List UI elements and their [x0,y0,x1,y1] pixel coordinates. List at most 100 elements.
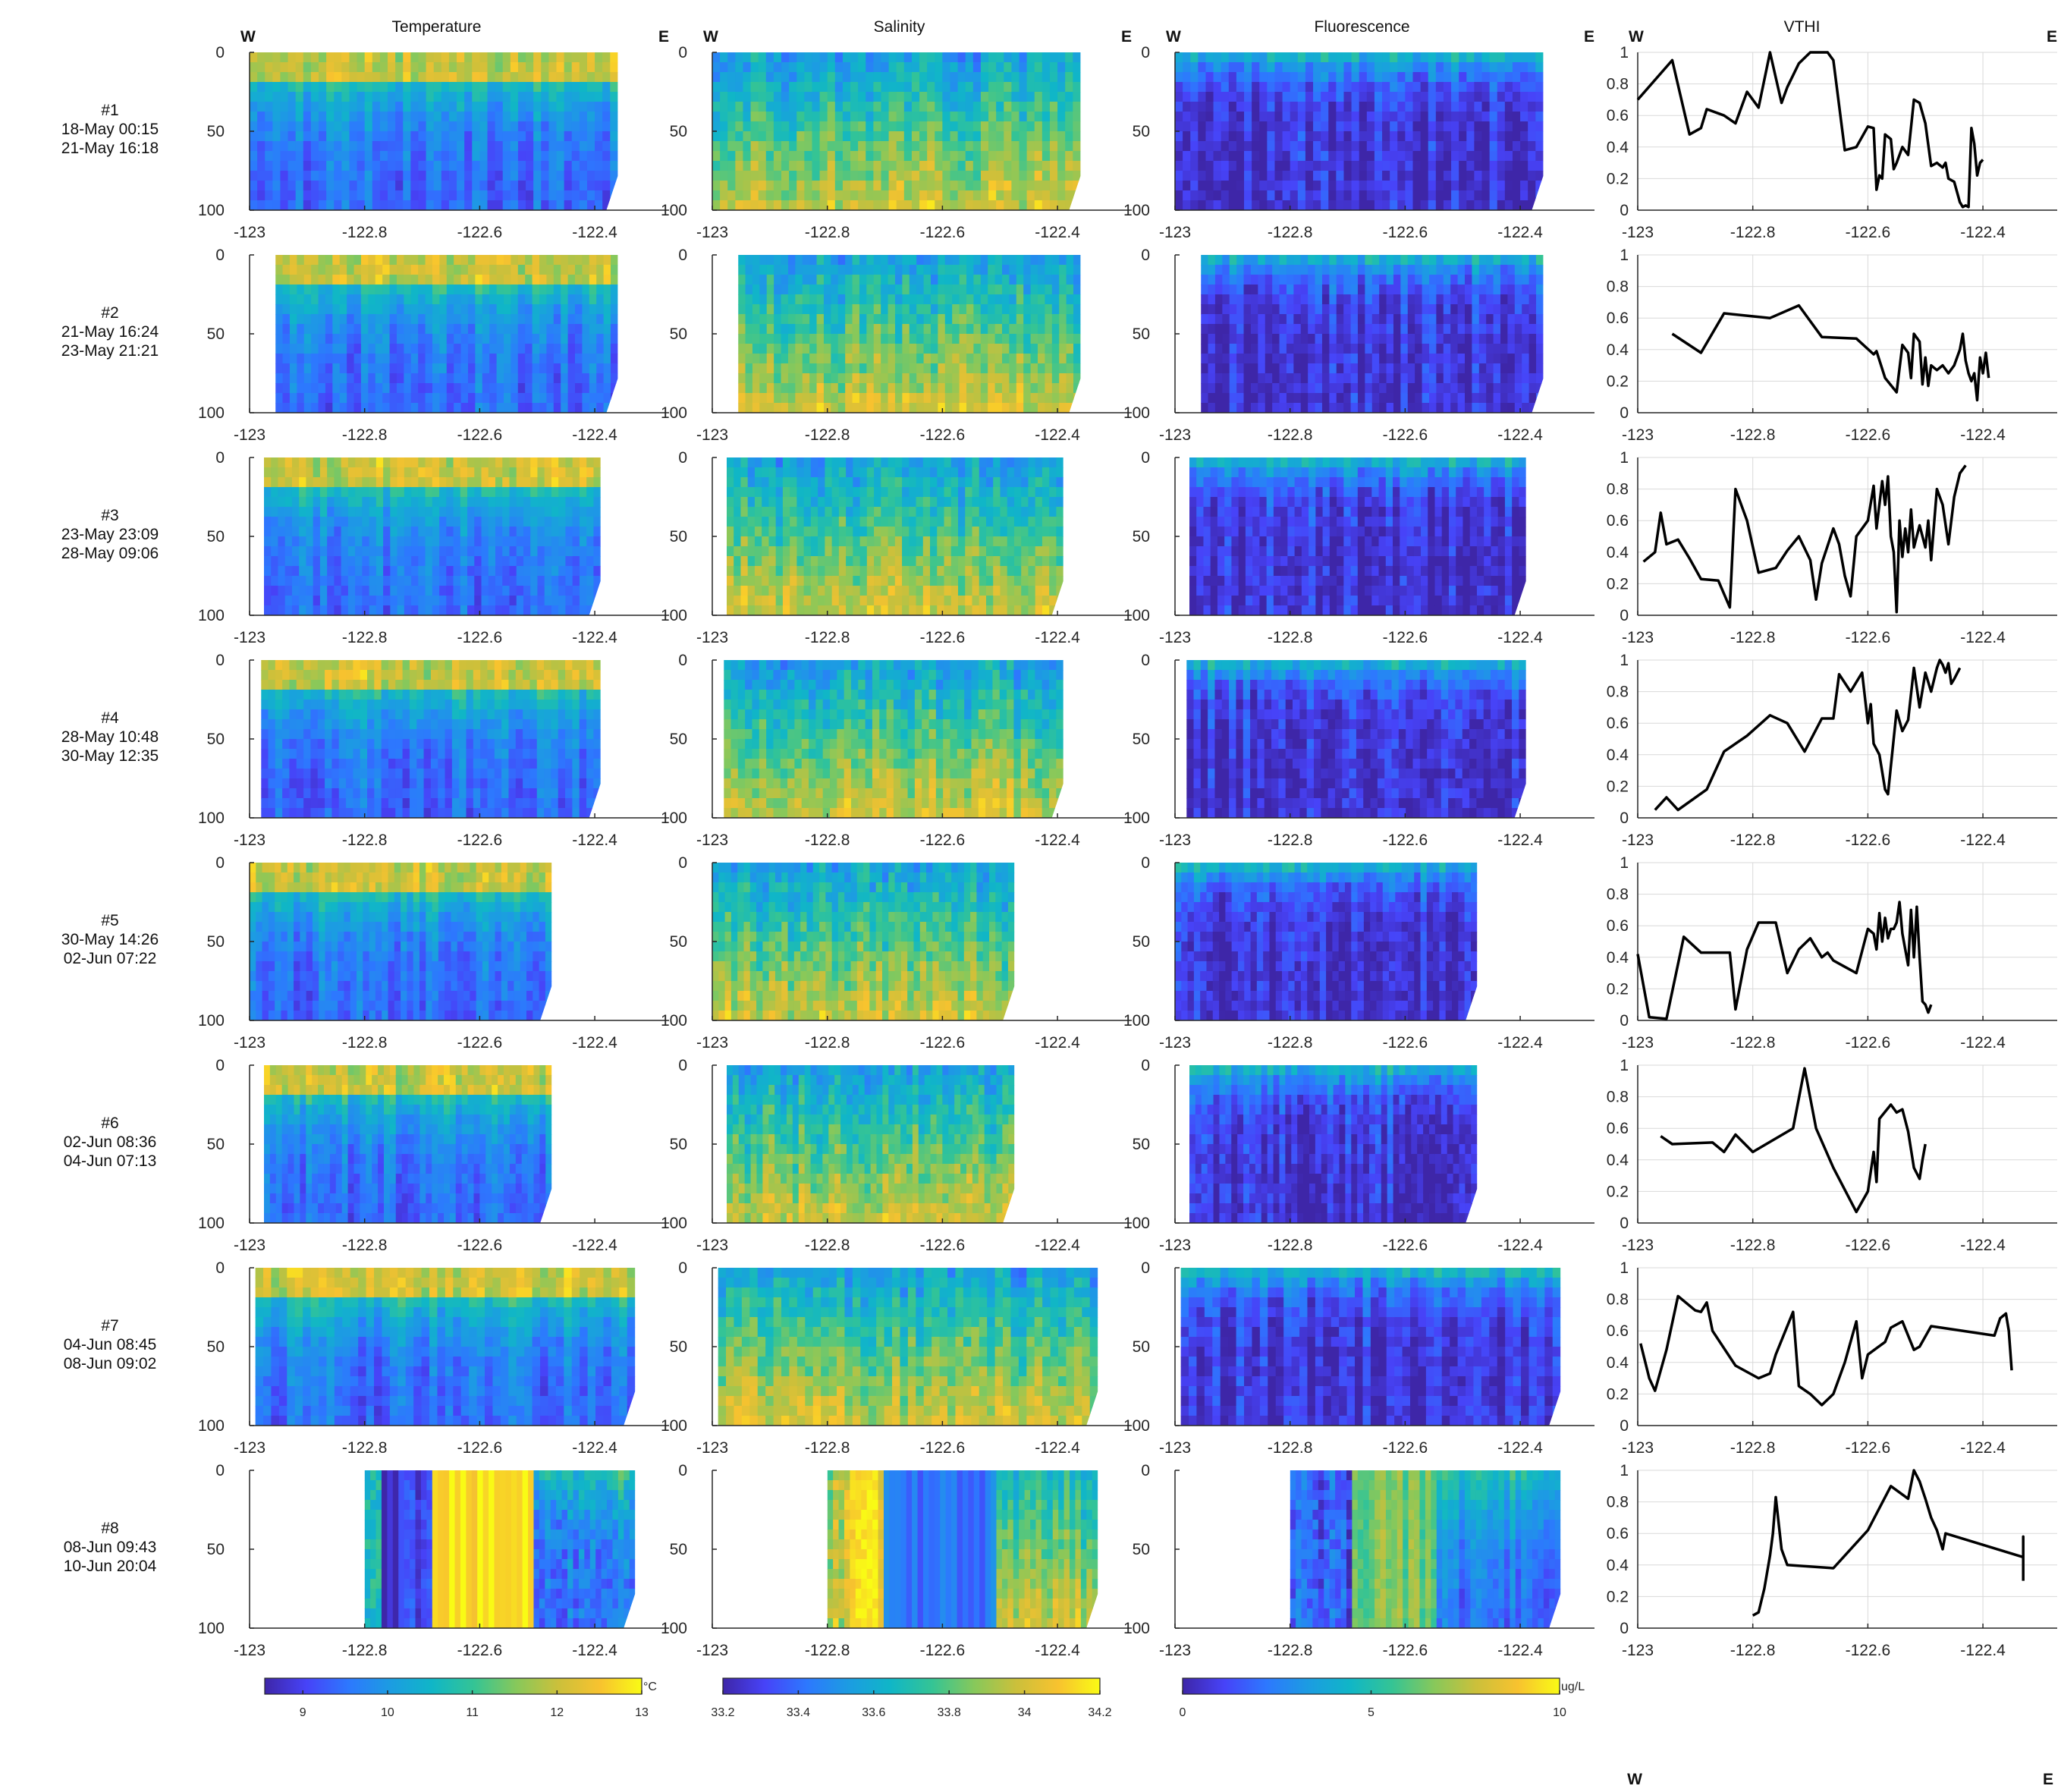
heatmap-cell [1016,324,1024,335]
heatmap-cell [1386,324,1394,335]
heatmap-cell [1259,112,1268,122]
heatmap-cell [364,82,373,93]
heatmap-cell [1041,72,1051,83]
heatmap-cell [396,354,404,364]
heatmap-cell [1244,121,1252,132]
heatmap-cell [973,383,982,394]
heatmap-cell [1002,265,1010,275]
heatmap-cell [495,82,504,93]
heatmap-cell [1282,92,1291,102]
heatmap-cell [595,121,603,132]
heatmap-cell [1336,363,1344,374]
heatmap-cell [454,294,462,305]
heatmap-cell [1252,171,1260,181]
heatmap-cell [395,171,404,181]
heatmap-cell [1465,324,1472,335]
heatmap-cell [909,285,917,295]
heatmap-cell [275,354,284,364]
heatmap-cell [418,314,426,325]
heatmap-cell [341,200,350,210]
heatmap-cell [595,112,603,122]
heatmap-cell [1051,354,1060,364]
heatmap-cell [278,546,286,557]
heatmap-cell [1507,383,1516,394]
heatmap-cell [347,265,355,275]
heatmap-cell [1405,181,1414,191]
heatmap-cell [1520,141,1528,152]
heatmap-cell [1450,383,1459,394]
heatmap-cell [1221,161,1230,171]
heatmap-cell [1213,190,1222,201]
heatmap-cell [432,265,440,275]
heatmap-cell [1315,363,1323,374]
heatmap-cell [1435,181,1444,191]
heatmap-cell [388,161,396,171]
heatmap-cell [866,121,874,132]
heatmap-cell [327,586,335,596]
heatmap-cell [866,82,874,93]
heatmap-cell [1457,285,1466,295]
heatmap-cell [457,161,465,171]
heatmap-cell [360,314,369,325]
heatmap-cell [496,275,504,285]
heatmap-cell [564,200,573,210]
heatmap-cell [1222,255,1230,266]
heatmap-cell [1259,72,1268,83]
heatmap-cell [1481,190,1491,201]
heatmap-cell [1030,344,1038,354]
heatmap-cell [1175,151,1183,162]
heatmap-cell [858,151,866,162]
heatmap-cell [766,403,774,413]
heatmap-cell [1038,304,1045,315]
heatmap-cell [526,200,534,210]
heatmap-cell [781,294,789,305]
heatmap-cell [1308,403,1316,413]
heatmap-cell [789,62,797,73]
heatmap-cell [988,354,996,364]
heatmap-cell [1374,171,1383,181]
heatmap-cell [1038,265,1045,275]
heatmap-cell [966,354,974,364]
heatmap-cell [1366,190,1375,201]
heatmap-cell [1365,255,1373,266]
heatmap-cell [410,344,419,354]
heatmap-cell [1415,334,1423,344]
heatmap-cell [712,112,721,122]
heatmap-cell [1343,92,1353,102]
heatmap-cell [1359,102,1368,112]
heatmap-cell [1350,373,1359,384]
heatmap-cell [1308,324,1316,335]
heatmap-cell [603,275,611,285]
heatmap-cell [326,72,335,83]
heatmap-cell [357,200,366,210]
heatmap-cell [831,354,839,364]
heatmap-cell [1422,265,1430,275]
heatmap-cell [334,527,342,537]
heatmap-cell [1512,200,1521,210]
heatmap-cell [382,324,391,335]
heatmap-cell [467,265,476,275]
heatmap-cell [464,171,473,181]
heatmap-cell [479,121,489,132]
heatmap-cell [334,62,342,73]
heatmap-cell [319,200,327,210]
heatmap-cell [396,334,404,344]
heatmap-cell [823,354,831,364]
x-tick-label: -123 [696,426,728,444]
heatmap-cell [823,294,831,305]
heatmap-cell [395,121,404,132]
heatmap-cell [595,171,603,181]
heatmap-cell [1274,151,1283,162]
heatmap-cell [888,112,897,122]
heatmap-cell [1415,393,1423,404]
heatmap-cell [712,121,721,132]
heatmap-cell [1507,363,1516,374]
heatmap-cell [727,200,736,210]
heatmap-cell [1221,62,1230,73]
x-tick-label: -123 [1159,426,1191,444]
heatmap-cell [1190,52,1199,63]
heatmap-cell [911,141,920,152]
heatmap-cell [1236,52,1245,63]
heatmap-cell [357,112,366,122]
heatmap-cell [332,344,341,354]
